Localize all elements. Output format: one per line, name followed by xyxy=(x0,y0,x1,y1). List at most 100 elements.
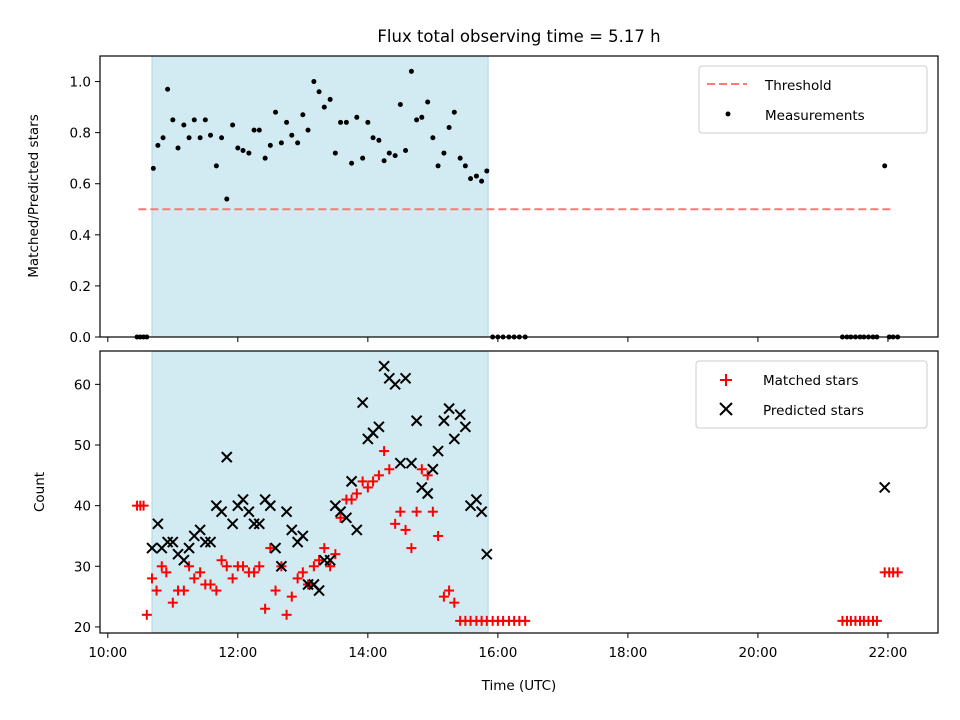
matched-stars-point xyxy=(178,585,189,596)
matched-stars-point xyxy=(368,476,379,487)
measurements-point xyxy=(354,114,360,120)
matched-stars-point xyxy=(238,561,249,572)
predicted-legend-swatch xyxy=(719,402,733,416)
matched-stars-point xyxy=(871,615,882,626)
measurements-point xyxy=(213,163,219,169)
matched-stars-point xyxy=(319,543,330,554)
measurements-point xyxy=(289,132,295,138)
matched-stars-point xyxy=(221,561,232,572)
matched-stars-point xyxy=(335,512,346,523)
measurements-point xyxy=(349,160,355,166)
matched-stars-point xyxy=(211,585,222,596)
measurements-point xyxy=(403,148,409,154)
measurements-point xyxy=(882,163,888,169)
measurements-point xyxy=(343,119,349,125)
matched-stars-point xyxy=(141,609,152,620)
predicted-stars-point xyxy=(432,445,444,457)
matched-stars-point xyxy=(227,573,238,584)
predicted-stars-point xyxy=(454,408,466,421)
predicted-stars-point xyxy=(475,506,488,518)
matched-stars-point xyxy=(138,500,149,511)
matched-stars-point xyxy=(286,591,297,602)
matched-stars-point xyxy=(249,567,260,578)
count-plot-marks xyxy=(132,360,903,626)
predicted-stars-point xyxy=(405,457,418,469)
matched-stars-point xyxy=(444,585,455,596)
matched-stars-point xyxy=(270,585,281,596)
measurements-point xyxy=(468,176,474,182)
matched-stars-point xyxy=(357,476,368,487)
predicted-stars-point xyxy=(253,518,265,530)
measurements-point xyxy=(295,140,301,146)
measurements-point xyxy=(267,142,273,148)
count-y-tick-label: 50 xyxy=(74,438,91,454)
ratio-y-axis-label: Matched/Predicted stars xyxy=(26,114,42,277)
measurements-point xyxy=(170,117,176,123)
matched-stars-point xyxy=(395,506,406,517)
matched-stars-point xyxy=(520,615,531,626)
matched-stars-point xyxy=(438,591,449,602)
count-y-tick-label: 40 xyxy=(74,499,91,515)
ratio-y-tick-label: 0.8 xyxy=(70,126,91,142)
measurements-point xyxy=(397,102,403,108)
predicted-stars-point xyxy=(378,360,390,372)
measurements-point xyxy=(479,178,485,184)
matched-stars-point xyxy=(400,524,411,535)
matched-stars-point xyxy=(216,555,227,566)
predicted-stars-point xyxy=(194,524,206,536)
measurements-point xyxy=(273,109,279,115)
predicted-stars-point xyxy=(394,457,407,469)
matched-stars-point xyxy=(156,561,167,572)
predicted-stars-point xyxy=(226,518,239,530)
predicted-stars-point xyxy=(481,548,493,560)
matched-stars-point xyxy=(351,488,362,499)
measurements-point xyxy=(332,150,338,156)
matched-stars-point xyxy=(205,579,216,590)
measurements-point xyxy=(175,145,181,151)
predicted-stars-point xyxy=(351,524,363,536)
measurements-point xyxy=(202,117,208,123)
matched-stars-point xyxy=(292,573,303,584)
measurements-point xyxy=(365,119,371,125)
matched-stars-point xyxy=(379,446,390,457)
predicted-stars-point xyxy=(178,554,190,566)
measurements-point xyxy=(278,140,284,146)
measurements-point xyxy=(446,125,452,131)
matched-stars-point xyxy=(260,603,271,614)
matched-stars-point xyxy=(411,506,422,517)
predicted-stars-point xyxy=(297,530,309,542)
ratio-legend: Threshold Measurements xyxy=(698,65,928,134)
predicted-stars-point xyxy=(459,421,472,433)
predicted-stars-point xyxy=(286,524,298,536)
measurements-point xyxy=(160,135,166,141)
predicted-stars-point xyxy=(421,487,434,500)
measurements-point xyxy=(316,89,322,95)
measurements-point xyxy=(430,135,436,141)
predicted-stars-point xyxy=(389,378,401,391)
measurements-point xyxy=(230,122,236,128)
matched-stars-point xyxy=(416,464,427,475)
matched-stars-point xyxy=(308,561,319,572)
predicted-stars-point xyxy=(237,493,249,506)
ratio-y-tick-label: 0.0 xyxy=(70,330,91,346)
matched-stars-point xyxy=(184,561,195,572)
matched-legend-swatch xyxy=(720,374,732,386)
ratio-y-tick-label: 0.6 xyxy=(70,177,91,193)
measurements-point xyxy=(262,155,268,161)
measurements-point xyxy=(181,122,187,128)
predicted-stars-point xyxy=(243,506,255,518)
measurements-point xyxy=(256,127,262,133)
measurements-point xyxy=(473,173,479,179)
predicted-stars-point xyxy=(427,463,439,475)
measurements-point xyxy=(224,196,230,202)
matched-stars-point xyxy=(254,561,265,572)
count-y-tick-label: 30 xyxy=(74,559,91,575)
predicted-stars-point xyxy=(204,536,217,548)
predicted-stars-point xyxy=(215,506,228,518)
predicted-stars-point xyxy=(373,421,385,433)
predicted-stars-point xyxy=(161,536,174,548)
matched-stars-point xyxy=(167,597,178,608)
measurements-point xyxy=(392,153,398,159)
predicted-stars-point xyxy=(438,415,450,427)
